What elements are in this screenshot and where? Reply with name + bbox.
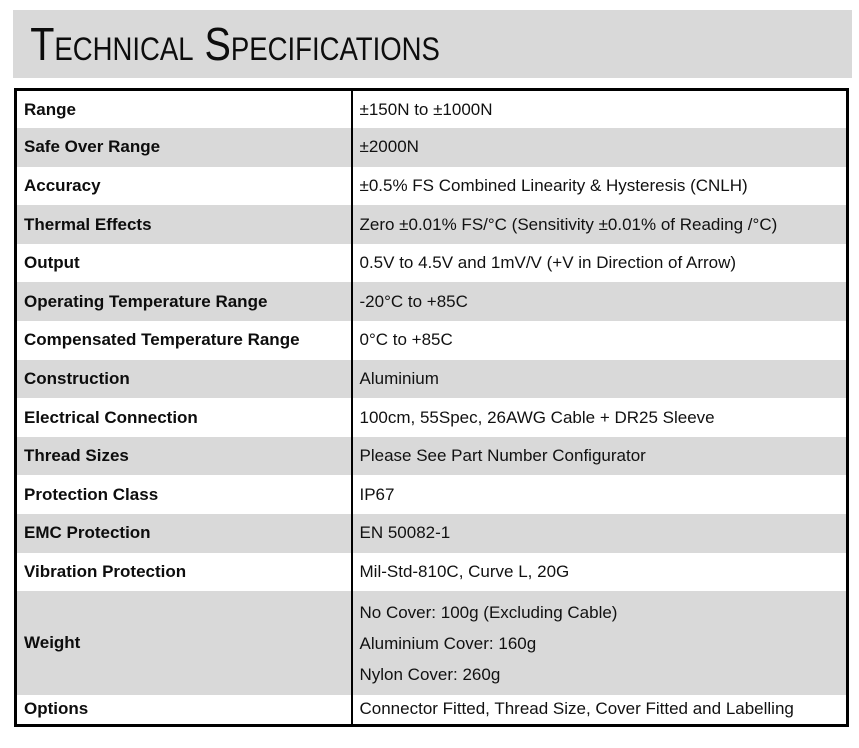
table-row: Options Connector Fitted, Thread Size, C… [15, 695, 848, 726]
spec-value: ±2000N [359, 137, 419, 157]
table-row: Electrical Connection 100cm, 55Spec, 26A… [15, 398, 848, 437]
technical-specifications-table: Range ±150N to ±1000N Safe Over Range ±2… [14, 88, 849, 727]
spec-value: ±150N to ±1000N [359, 99, 493, 119]
table-row: Compensated Temperature Range 0°C to +85… [15, 321, 848, 360]
table-row: EMC Protection EN 50082-1 [15, 514, 848, 553]
table-row: Output 0.5V to 4.5V and 1mV/V (+V in Dir… [15, 243, 848, 283]
spec-label: Output [15, 243, 353, 283]
spec-label: EMC Protection [15, 514, 353, 553]
page-title: Technical Specifications [30, 18, 440, 70]
spec-value: 100cm, 55Spec, 26AWG Cable + DR25 Sleeve [359, 407, 715, 427]
table-row: Safe Over Range ±2000N [15, 128, 848, 167]
spec-value: ±0.5% FS Combined Linearity & Hysteresis… [359, 175, 748, 195]
spec-value: Connector Fitted, Thread Size, Cover Fit… [359, 699, 794, 719]
spec-label: Thermal Effects [15, 205, 353, 244]
spec-label: Range [15, 89, 353, 129]
spec-label: Operating Temperature Range [15, 282, 353, 322]
table-row-weight: Weight No Cover: 100g (Excluding Cable) … [15, 591, 848, 696]
weight-line: Nylon Cover: 260g [359, 664, 501, 684]
spec-label: Weight [15, 591, 353, 696]
weight-line: No Cover: 100g (Excluding Cable) [359, 602, 618, 622]
spec-value: IP67 [359, 484, 395, 504]
spec-value: -20°C to +85C [359, 291, 468, 311]
spec-value: Zero ±0.01% FS/°C (Sensitivity ±0.01% of… [359, 214, 778, 234]
spec-label: Vibration Protection [15, 552, 353, 592]
table-row: Accuracy ±0.5% FS Combined Linearity & H… [15, 166, 848, 206]
spec-label: Accuracy [15, 166, 353, 206]
spec-label: Options [15, 695, 353, 726]
spec-value: 0°C to +85C [359, 330, 453, 350]
spec-label: Safe Over Range [15, 128, 353, 167]
table-row: Construction Aluminium [15, 359, 848, 399]
weight-line: Aluminium Cover: 160g [359, 633, 537, 653]
table-row: Thermal Effects Zero ±0.01% FS/°C (Sensi… [15, 205, 848, 244]
section-title-band: Technical Specifications [13, 10, 852, 78]
spec-label: Compensated Temperature Range [15, 321, 353, 360]
spec-value: EN 50082-1 [359, 523, 451, 543]
table-row: Operating Temperature Range -20°C to +85… [15, 282, 848, 322]
spec-label: Thread Sizes [15, 436, 353, 476]
spec-label: Electrical Connection [15, 398, 353, 437]
table-row: Protection Class IP67 [15, 475, 848, 515]
weight-value-lines: No Cover: 100g (Excluding Cable) Alumini… [360, 597, 839, 690]
spec-value: Aluminium [359, 368, 439, 388]
spec-value: 0.5V to 4.5V and 1mV/V (+V in Direction … [359, 253, 737, 273]
spec-label: Construction [15, 359, 353, 399]
spec-value: Mil-Std-810C, Curve L, 20G [359, 561, 570, 581]
table-row: Vibration Protection Mil-Std-810C, Curve… [15, 552, 848, 592]
spec-value: Please See Part Number Configurator [359, 446, 646, 466]
spec-label: Protection Class [15, 475, 353, 515]
table-row: Thread Sizes Please See Part Number Conf… [15, 436, 848, 476]
spec-value: No Cover: 100g (Excluding Cable) Alumini… [352, 591, 848, 695]
table-row: Range ±150N to ±1000N [15, 89, 848, 129]
